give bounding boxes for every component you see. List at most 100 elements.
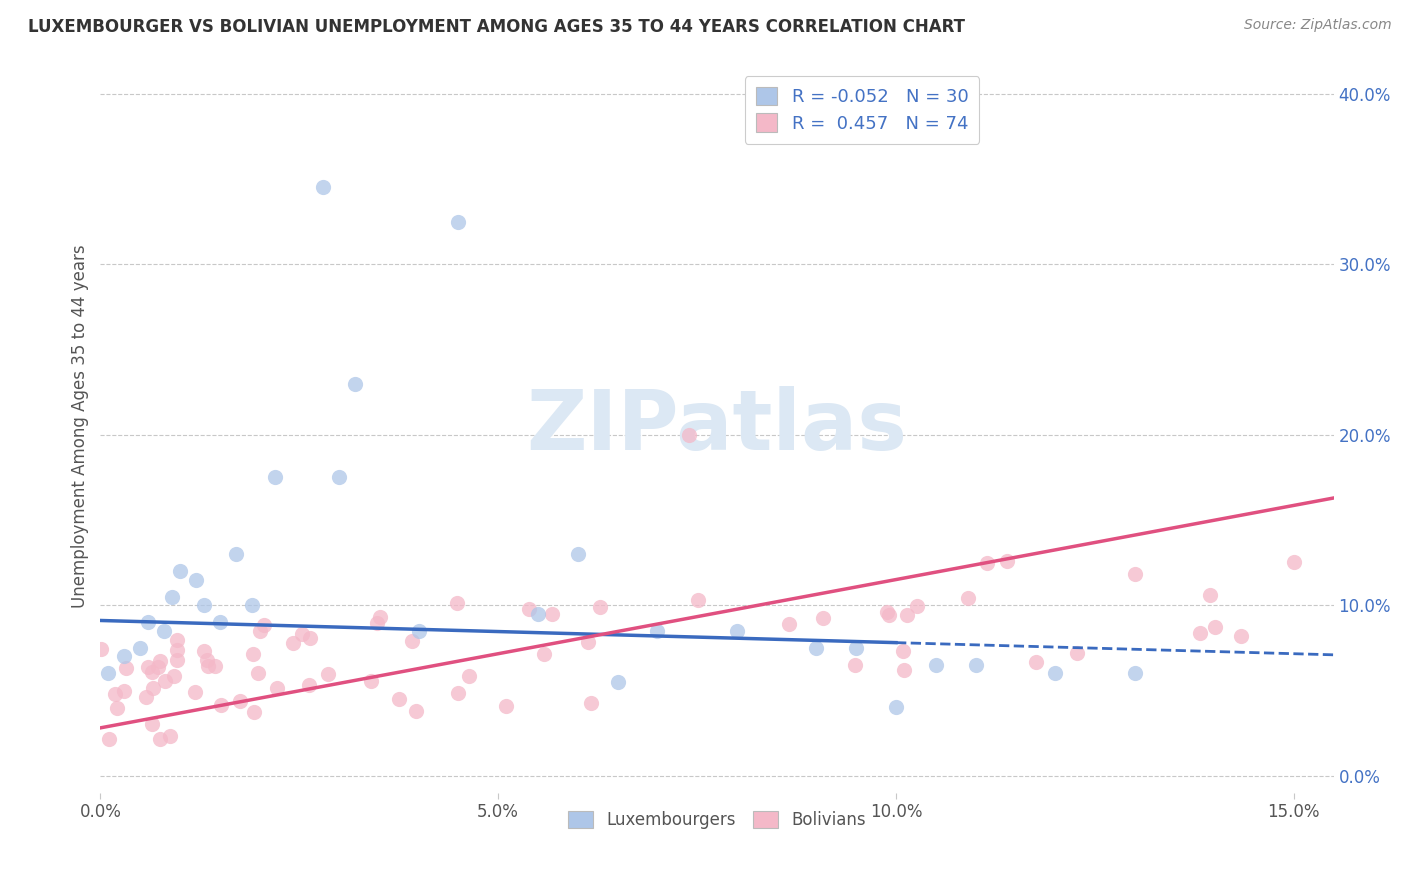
Point xyxy=(204,659,226,673)
Point xyxy=(163,669,186,683)
Point xyxy=(229,694,252,708)
Point xyxy=(606,674,628,689)
Point xyxy=(458,669,481,683)
Point xyxy=(388,691,411,706)
Point xyxy=(264,470,287,484)
Point xyxy=(877,608,900,623)
Point xyxy=(567,547,589,561)
Point xyxy=(976,556,998,570)
Point xyxy=(1123,666,1146,681)
Point xyxy=(240,598,263,612)
Point xyxy=(225,547,247,561)
Point xyxy=(844,657,866,672)
Point xyxy=(146,660,169,674)
Point xyxy=(142,681,165,695)
Y-axis label: Unemployment Among Ages 35 to 44 years: Unemployment Among Ages 35 to 44 years xyxy=(72,244,89,608)
Point xyxy=(1188,626,1211,640)
Point xyxy=(446,596,468,610)
Point xyxy=(845,640,868,655)
Text: ZIPatlas: ZIPatlas xyxy=(526,385,907,467)
Point xyxy=(328,470,350,484)
Point xyxy=(135,690,157,704)
Point xyxy=(540,607,562,622)
Point xyxy=(114,661,136,675)
Point xyxy=(166,653,188,667)
Point xyxy=(129,640,152,655)
Point xyxy=(159,729,181,743)
Point xyxy=(896,607,918,622)
Point xyxy=(253,618,276,632)
Point xyxy=(533,648,555,662)
Point xyxy=(360,673,382,688)
Point xyxy=(965,657,987,672)
Point xyxy=(291,626,314,640)
Text: Source: ZipAtlas.com: Source: ZipAtlas.com xyxy=(1244,18,1392,32)
Point xyxy=(589,600,612,615)
Point xyxy=(1043,666,1066,681)
Point xyxy=(104,687,127,701)
Point xyxy=(366,615,388,630)
Point xyxy=(105,701,128,715)
Point xyxy=(169,564,191,578)
Point xyxy=(299,631,322,645)
Point xyxy=(193,598,215,612)
Point xyxy=(905,599,928,613)
Point xyxy=(243,705,266,719)
Point xyxy=(312,180,335,194)
Point xyxy=(647,624,669,638)
Point xyxy=(447,685,470,699)
Point xyxy=(197,658,219,673)
Point xyxy=(136,615,159,630)
Text: LUXEMBOURGER VS BOLIVIAN UNEMPLOYMENT AMONG AGES 35 TO 44 YEARS CORRELATION CHAR: LUXEMBOURGER VS BOLIVIAN UNEMPLOYMENT AM… xyxy=(28,18,965,36)
Point xyxy=(193,644,215,658)
Point xyxy=(1066,646,1088,660)
Point xyxy=(447,214,470,228)
Point xyxy=(184,573,207,587)
Point xyxy=(166,632,188,647)
Point xyxy=(266,681,288,696)
Point xyxy=(136,660,159,674)
Point xyxy=(495,698,517,713)
Point xyxy=(884,700,907,714)
Point xyxy=(316,666,339,681)
Point xyxy=(997,554,1019,568)
Point xyxy=(1282,555,1305,569)
Point xyxy=(209,698,232,713)
Point xyxy=(298,678,321,692)
Point xyxy=(1230,629,1253,643)
Point xyxy=(97,731,120,746)
Point xyxy=(249,624,271,639)
Point xyxy=(242,647,264,661)
Point xyxy=(281,635,304,649)
Point xyxy=(195,652,218,666)
Point xyxy=(97,666,120,681)
Point xyxy=(876,605,898,619)
Point xyxy=(1025,655,1047,669)
Point xyxy=(1123,567,1146,582)
Point xyxy=(778,616,800,631)
Point xyxy=(208,615,231,630)
Point xyxy=(112,684,135,698)
Point xyxy=(149,731,172,746)
Point xyxy=(1204,620,1226,634)
Point xyxy=(401,634,423,648)
Point xyxy=(517,601,540,615)
Point xyxy=(688,593,710,607)
Point xyxy=(153,673,176,688)
Point xyxy=(806,640,828,655)
Point xyxy=(153,624,176,638)
Point xyxy=(343,376,366,391)
Legend: Luxembourgers, Bolivians: Luxembourgers, Bolivians xyxy=(561,804,872,836)
Point xyxy=(141,717,163,731)
Point xyxy=(579,696,602,710)
Point xyxy=(957,591,980,606)
Point xyxy=(725,624,748,638)
Point xyxy=(891,643,914,657)
Point xyxy=(405,704,427,718)
Point xyxy=(368,610,391,624)
Point xyxy=(678,427,700,442)
Point xyxy=(1198,588,1220,602)
Point xyxy=(408,624,430,638)
Point xyxy=(527,607,550,621)
Point xyxy=(166,643,188,657)
